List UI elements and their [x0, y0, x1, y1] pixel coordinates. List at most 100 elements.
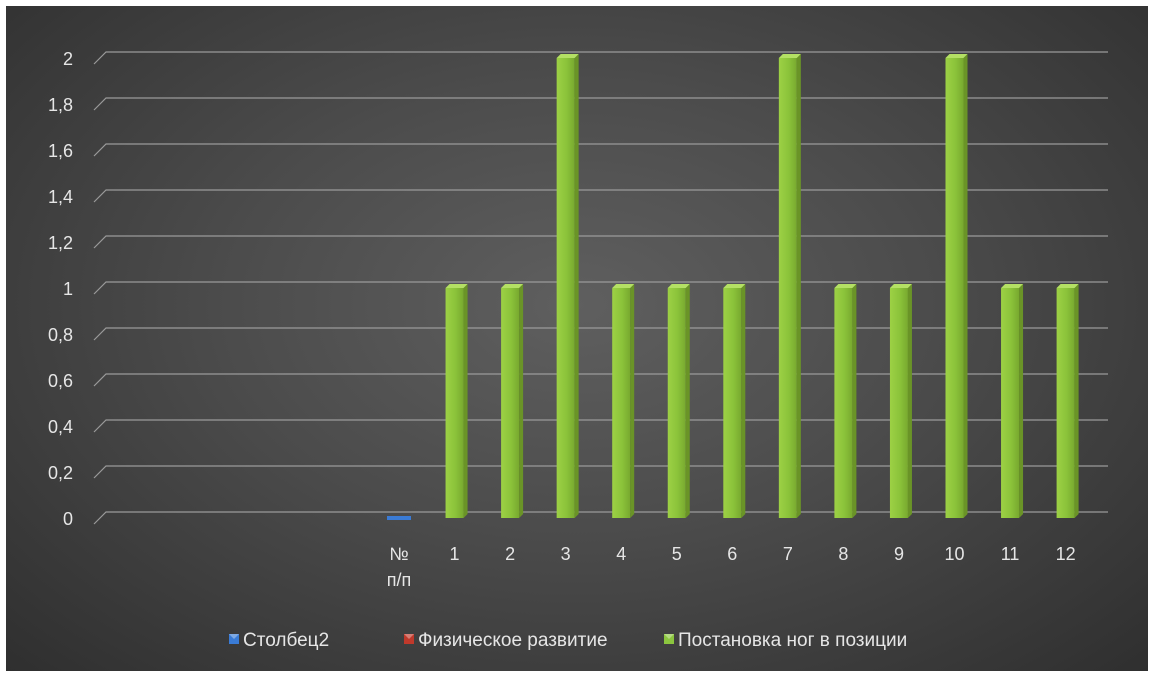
gridline [93, 327, 1108, 341]
bar-side [1019, 284, 1024, 518]
bar-top [945, 54, 968, 58]
bar-front [889, 288, 908, 518]
y-tick-label: 1,4 [48, 187, 73, 207]
y-axis-ticks: 0 0,2 0,4 0,6 0,8 1 1,2 1,4 1,6 1,8 2 [48, 49, 73, 529]
x-category-label: 12 [1056, 544, 1076, 564]
bar-top [667, 284, 690, 288]
legend-item: Столбец2 [229, 630, 329, 651]
bar-side [1074, 284, 1079, 518]
x-axis-categories: №п/п1 2 3 4 5 6 7 8 9 10 11 12 [387, 544, 1076, 590]
bar-front [667, 288, 686, 518]
bar-front [445, 288, 464, 518]
legend-swatch [229, 634, 239, 644]
legend-swatch-shine [229, 634, 239, 639]
bar [445, 284, 468, 518]
bar-top [445, 284, 468, 288]
bar [667, 284, 690, 518]
y-tick-label: 2 [63, 49, 73, 69]
bar-side [519, 284, 524, 518]
bar [1056, 284, 1079, 518]
y-tick-label: 1,8 [48, 95, 73, 115]
bar [723, 284, 746, 518]
y-tick-label: 1,2 [48, 233, 73, 253]
bar-top [1001, 284, 1024, 288]
y-tick-label: 1,6 [48, 141, 73, 161]
bar [889, 284, 912, 518]
legend-label: Столбец2 [243, 630, 329, 651]
x-category-label: 4 [616, 544, 626, 564]
legend-swatch [404, 634, 414, 644]
gridline [93, 189, 1108, 203]
gridline [93, 235, 1108, 249]
bar-top [889, 284, 912, 288]
x-category-label: 10 [944, 544, 964, 564]
bar-front [834, 288, 853, 518]
legend-swatch-shine [404, 634, 414, 639]
legend-swatch-shine [664, 634, 674, 639]
bar [778, 54, 801, 518]
gridlines [93, 51, 1108, 525]
bar-front [1001, 288, 1020, 518]
legend-label: Постановка ног в позиции [678, 630, 907, 651]
x-category-label: 7 [783, 544, 793, 564]
gridline [93, 419, 1108, 433]
bar-side [463, 284, 468, 518]
bar [556, 54, 579, 518]
bar-top [556, 54, 579, 58]
y-tick-label: 0,8 [48, 325, 73, 345]
legend: Столбец2 Физическое развитие Постановка но… [229, 630, 907, 651]
x-category-label: 8 [838, 544, 848, 564]
x-category-label: 1 [450, 544, 460, 564]
bar-top [501, 284, 524, 288]
bar-front [612, 288, 631, 518]
x-category-label: 6 [727, 544, 737, 564]
x-category-label: 5 [672, 544, 682, 564]
bar-front [945, 58, 964, 518]
bar [1001, 284, 1024, 518]
legend-swatch [664, 634, 674, 644]
bar [612, 284, 635, 518]
bar-top [723, 284, 746, 288]
bar [945, 54, 968, 518]
bar-zero [387, 516, 411, 520]
bars [387, 54, 1079, 520]
bar-side [852, 284, 857, 518]
gridline [93, 281, 1108, 295]
y-tick-label: 0 [63, 509, 73, 529]
y-tick-label: 1 [63, 279, 73, 299]
bar-side [630, 284, 635, 518]
gridline [93, 373, 1108, 387]
bar-front [778, 58, 797, 518]
gridline [93, 143, 1108, 157]
bar-top [1056, 284, 1079, 288]
x-category-label: № [389, 544, 408, 564]
bar-chart: 00,20,40,60,811,21,41,61,82 №п/п1 2 3 4 5 6 7 8… [48, 49, 1108, 651]
x-category-label: 2 [505, 544, 515, 564]
x-category-label: 9 [894, 544, 904, 564]
bar-front [723, 288, 742, 518]
bar-front [1056, 288, 1075, 518]
gridline [93, 97, 1108, 111]
bar-side [574, 54, 579, 518]
bar-side [685, 284, 690, 518]
bar-side [741, 284, 746, 518]
x-category-label: п/п [387, 570, 412, 590]
bar-top [612, 284, 635, 288]
gridline [93, 51, 1108, 65]
bar-top [778, 54, 801, 58]
bar-front [556, 58, 575, 518]
bar-side [907, 284, 912, 518]
bar-side [796, 54, 801, 518]
legend-item: Физическое развитие [404, 630, 608, 651]
legend-item: Постановка ног в позиции [664, 630, 907, 651]
bar [501, 284, 524, 518]
legend-label: Физическое развитие [418, 630, 608, 651]
x-category-label: 3 [561, 544, 571, 564]
y-tick-label: 0,2 [48, 463, 73, 483]
y-tick-label: 0,4 [48, 417, 73, 437]
y-tick-label: 0,6 [48, 371, 73, 391]
bar [834, 284, 857, 518]
x-category-label: 11 [1001, 544, 1020, 564]
gridline [93, 511, 1108, 525]
chart-area: 0 0,2 0,4 0,6 0,8 1 1,2 1,4 1,6 1,8 2 № п/п 1 2 3 4 5 6 7 8… [6, 6, 1148, 671]
